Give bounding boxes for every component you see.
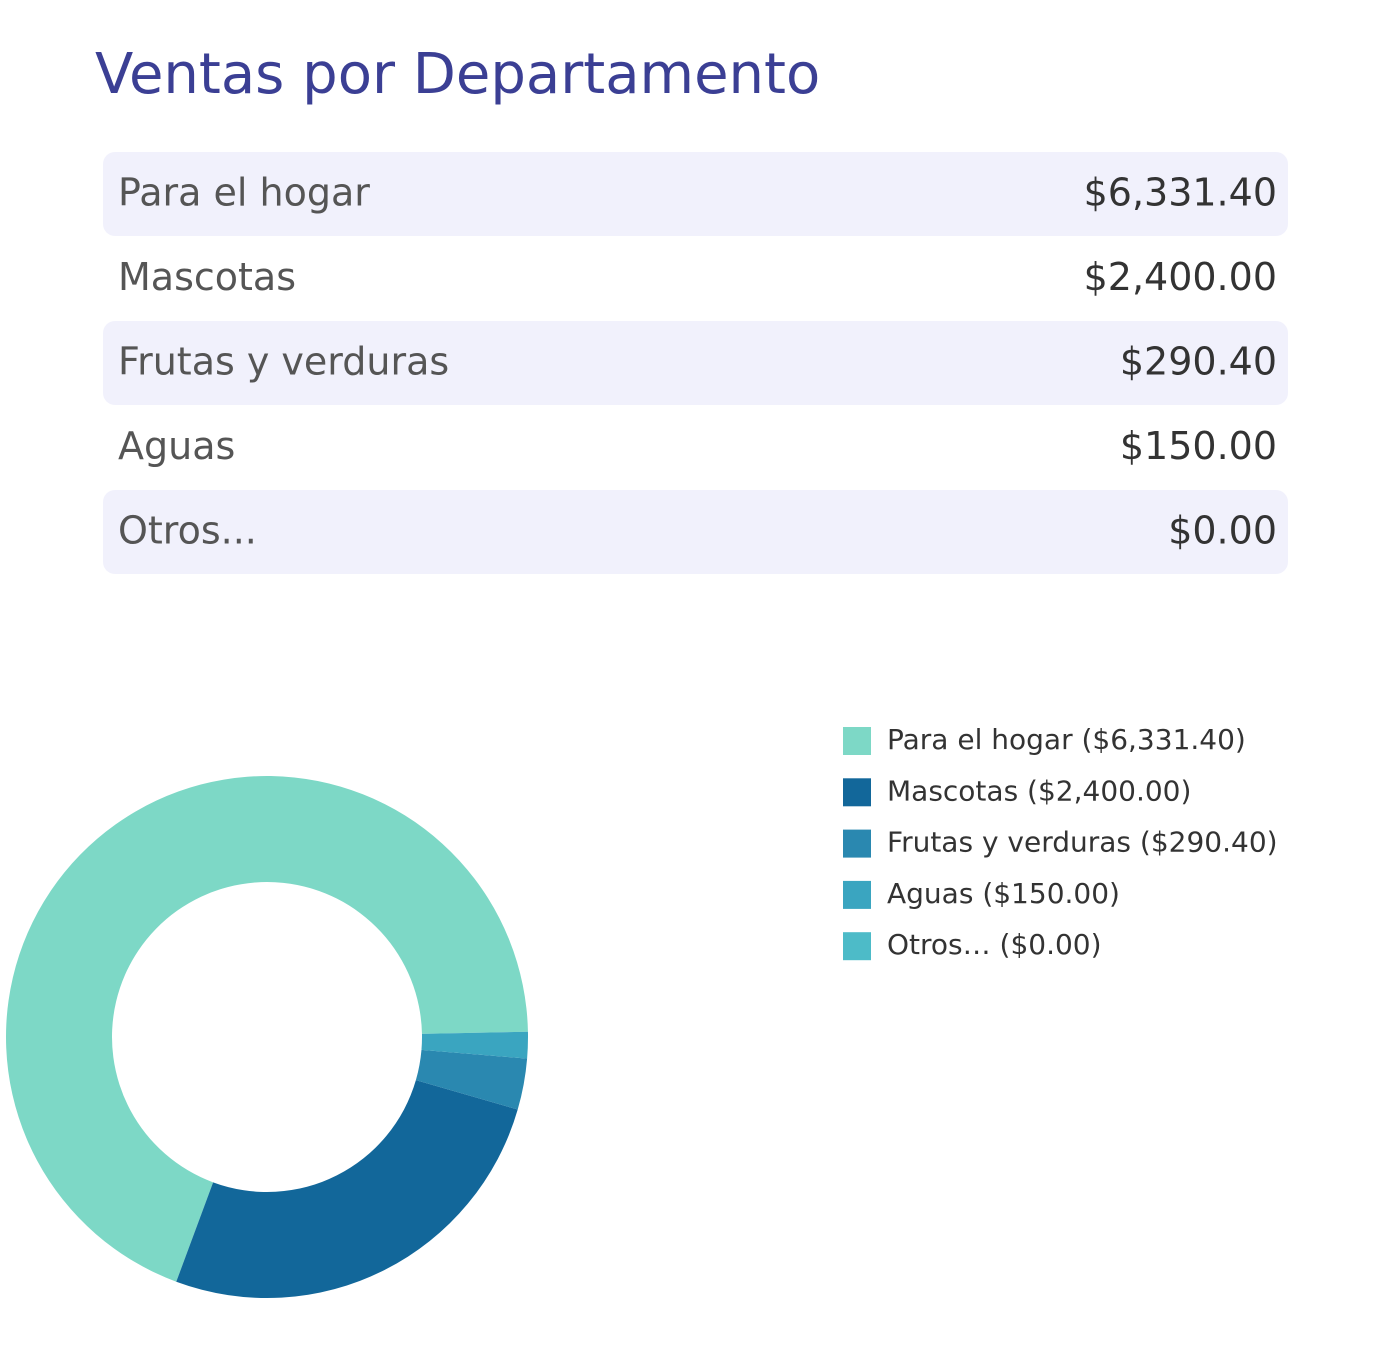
department-amount: $6,331.40 [1084,171,1277,215]
legend-label: Mascotas ($2,400.00) [887,774,1191,807]
legend-label: Frutas y verduras ($290.40) [887,826,1278,859]
legend-swatch [843,880,871,909]
department-name: Mascotas [118,255,296,299]
department-amount: $290.40 [1120,340,1277,384]
row-background [103,152,1288,236]
row-background [103,321,1288,405]
legend-label: Aguas ($150.00) [887,877,1120,910]
legend-swatch [843,727,871,755]
title: Ventas por Departamento [95,42,820,107]
department-name: Aguas [118,424,235,468]
donut-slice [421,1031,528,1059]
legend-label: Para el hogar ($6,331.40) [887,723,1246,756]
department-amount: $150.00 [1120,424,1277,468]
department-name: Para el hogar [118,171,370,215]
legend-swatch [843,778,871,807]
department-name: Otros... [118,509,257,553]
donut-slice [6,776,528,1282]
row-background [103,490,1288,574]
department-amount: $2,400.00 [1084,255,1277,299]
department-amount: $0.00 [1168,509,1277,553]
legend-label: Otros… ($0.00) [887,928,1102,961]
donut-slice [415,1049,528,1110]
legend-swatch [843,932,871,961]
legend-swatch [843,829,871,858]
donut-slice [176,1080,518,1298]
department-name: Frutas y verduras [118,340,449,384]
